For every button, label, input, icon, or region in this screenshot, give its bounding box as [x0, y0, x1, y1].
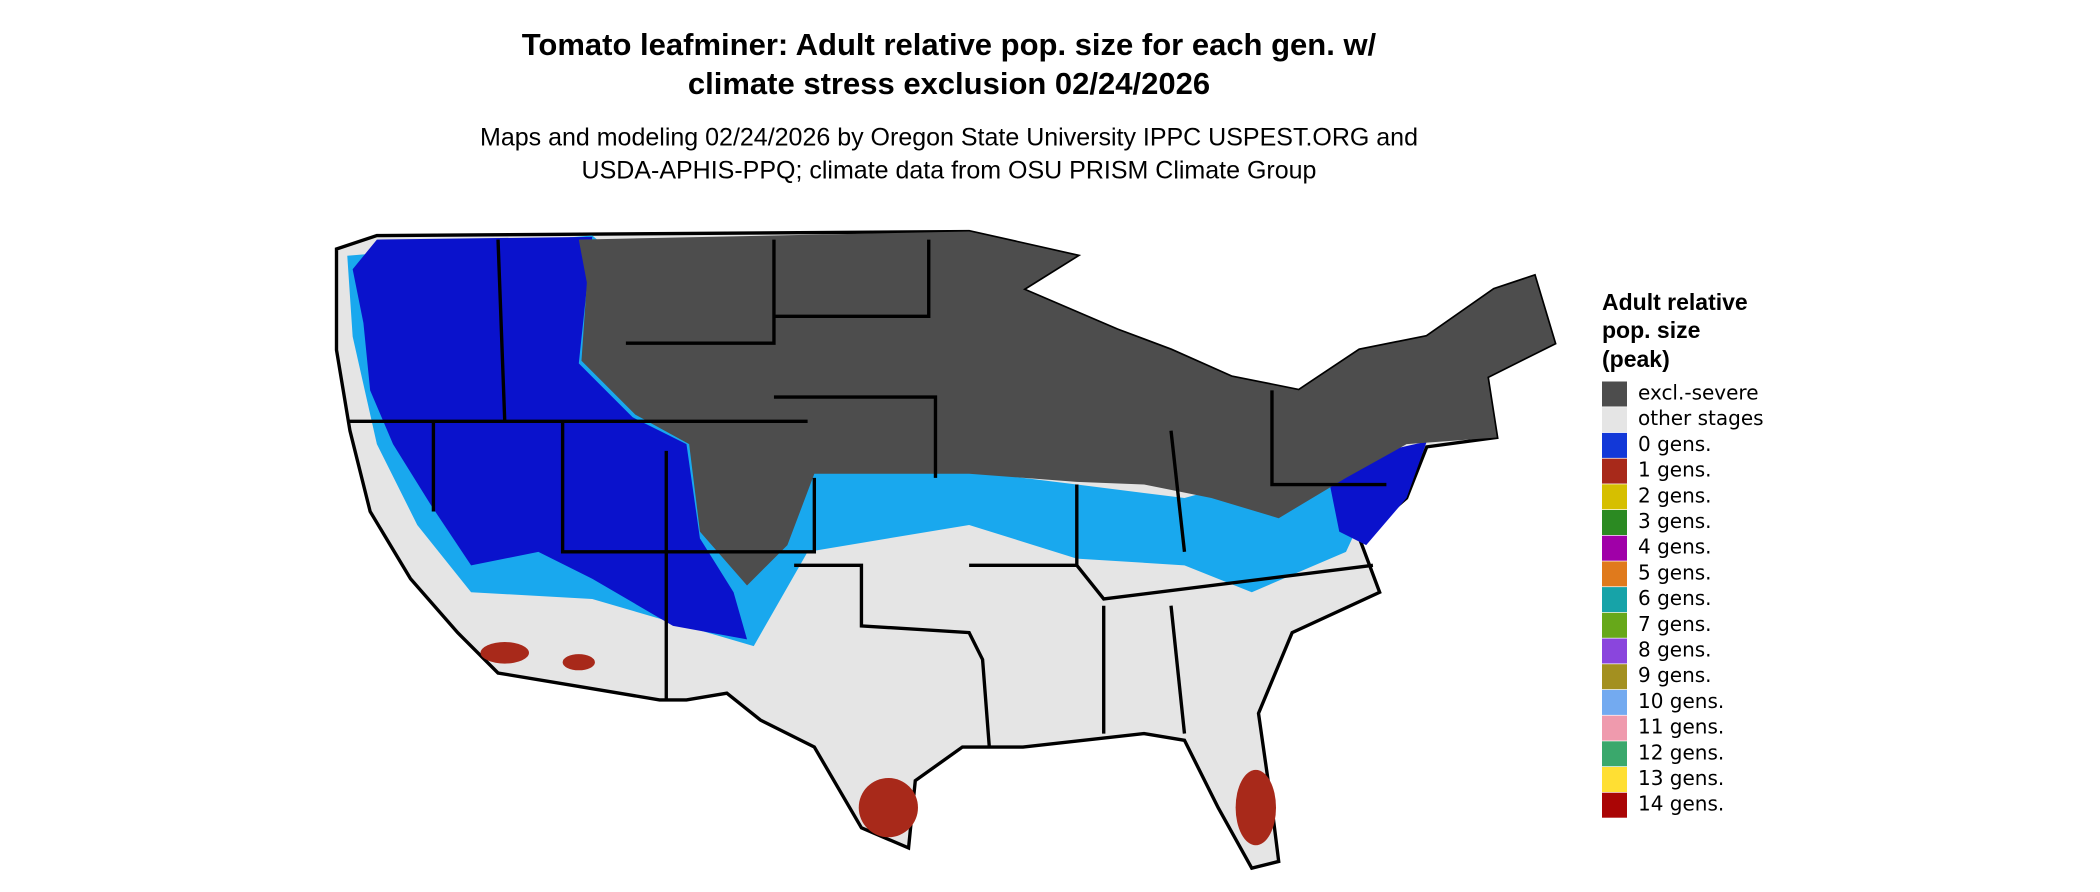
blue-zone — [352, 236, 748, 640]
subtitle-line: Maps and modeling 02/24/2026 by Oregon S… — [480, 124, 1418, 152]
legend-label: 7 gens. — [1638, 612, 1712, 636]
subtitle-line: USDA-APHIS-PPQ; climate data from OSU PR… — [582, 157, 1317, 185]
legend-swatch — [1602, 458, 1627, 484]
legend-label: 0 gens. — [1638, 432, 1712, 456]
legend-label: 8 gens. — [1638, 638, 1712, 662]
legend-label: 6 gens. — [1638, 586, 1712, 610]
legend-swatch — [1602, 535, 1627, 561]
legend-swatch — [1602, 587, 1627, 613]
legend-title: (peak) — [1602, 346, 1670, 372]
legend-label: excl.-severe — [1638, 381, 1759, 405]
legend-swatch — [1602, 432, 1627, 458]
legend-label: 3 gens. — [1638, 509, 1712, 533]
legend-swatch — [1602, 767, 1627, 792]
excluded-zone — [578, 231, 1555, 586]
legend-label: 12 gens. — [1638, 740, 1724, 764]
title-line: Tomato leafminer: Adult relative pop. si… — [522, 27, 1377, 62]
legend-swatch — [1602, 664, 1627, 690]
title-line: climate stress exclusion 02/24/2026 — [688, 66, 1210, 101]
legend: Adult relative pop. size (peak) excl.-se… — [1602, 289, 1764, 818]
legend-swatch — [1602, 792, 1627, 818]
warm-zone-texas — [858, 777, 918, 838]
legend-swatch — [1602, 407, 1627, 433]
legend-title: Adult relative — [1602, 289, 1748, 315]
us-map — [334, 229, 1557, 871]
warm-zone-arizona — [562, 654, 595, 671]
legend-swatch — [1602, 510, 1627, 535]
legend-swatch — [1602, 741, 1627, 767]
legend-swatch — [1602, 715, 1627, 741]
legend-swatch — [1602, 561, 1627, 587]
legend-swatch — [1602, 381, 1627, 407]
legend-label: other stages — [1638, 406, 1764, 430]
legend-label: 14 gens. — [1638, 792, 1724, 816]
legend-label: 5 gens. — [1638, 560, 1712, 584]
legend-label: 2 gens. — [1638, 483, 1712, 507]
legend-label: 4 gens. — [1638, 535, 1712, 559]
legend-title: pop. size — [1602, 317, 1700, 343]
warm-zone-florida — [1235, 769, 1277, 846]
state-borders — [347, 239, 1387, 748]
legend-label: 1 gens. — [1638, 458, 1712, 482]
legend-swatch — [1602, 689, 1627, 715]
legend-swatch — [1602, 638, 1627, 664]
legend-label: 13 gens. — [1638, 766, 1724, 790]
legend-swatch — [1602, 484, 1627, 510]
legend-label: 9 gens. — [1638, 663, 1712, 687]
legend-label: 11 gens. — [1638, 715, 1724, 739]
legend-swatch — [1602, 612, 1627, 638]
warm-zone-california — [480, 642, 529, 664]
legend-label: 10 gens. — [1638, 689, 1724, 713]
